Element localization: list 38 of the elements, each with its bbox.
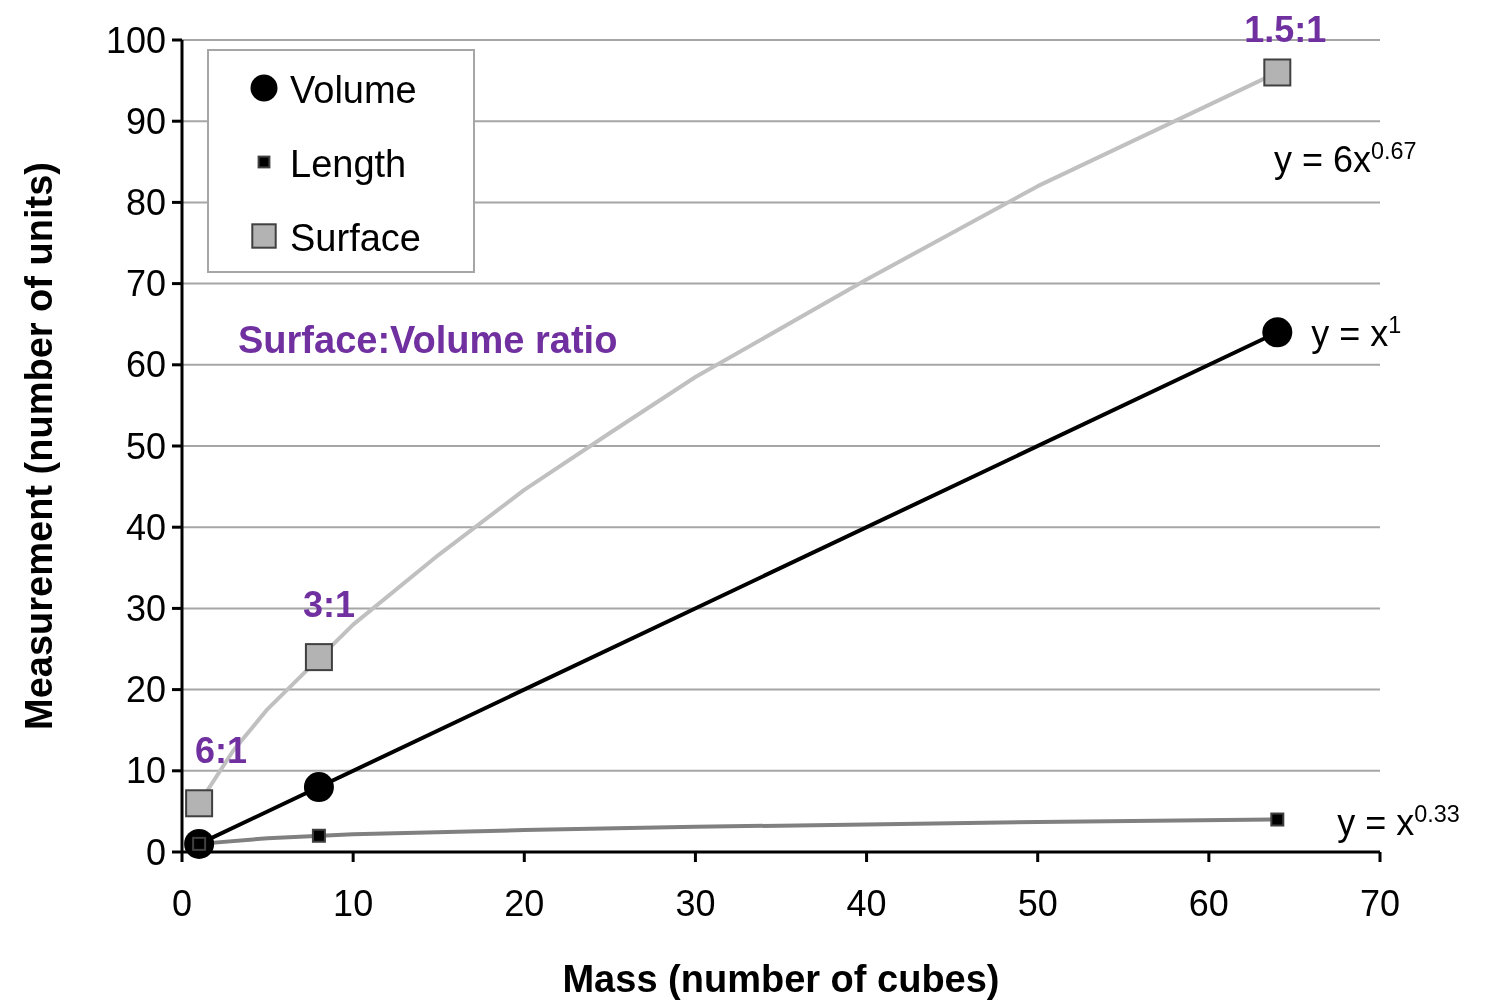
- y-tick-label: 0: [145, 831, 166, 873]
- y-tick-label: 80: [125, 182, 166, 223]
- legend-label: Volume: [290, 69, 417, 112]
- y-tick-label: 60: [125, 344, 166, 386]
- point: [185, 789, 214, 818]
- x-tick-label: 60: [1188, 883, 1229, 924]
- y-tick-label: 40: [125, 506, 166, 548]
- y-tick-label: 100: [105, 19, 166, 61]
- point: [1270, 812, 1285, 827]
- point: [1262, 317, 1293, 348]
- y-axis-title: Measurement (number of units): [18, 162, 60, 730]
- annotation: 6:1: [195, 730, 248, 772]
- y-tick-label: 30: [125, 588, 166, 629]
- annotation: y = x$^{1}$: [1311, 312, 1402, 355]
- x-tick-label: 50: [1017, 883, 1058, 924]
- x-tick-label: 20: [504, 883, 545, 924]
- annotation: 1.5:1: [1244, 9, 1327, 51]
- point: [304, 643, 333, 672]
- y-tick-label: 50: [125, 425, 166, 467]
- annotation: 3:1: [302, 584, 355, 626]
- x-tick-label: 70: [1359, 883, 1401, 924]
- point: [303, 772, 334, 803]
- y-tick-label: 90: [125, 100, 166, 142]
- y-tick-label: 70: [125, 263, 166, 305]
- y-tick-label: 20: [125, 669, 166, 711]
- x-tick-label: 10: [333, 883, 374, 924]
- x-axis-title: Mass (number of cubes): [562, 958, 1000, 1000]
- annotation: y = 6x$^{0.67}$: [1274, 138, 1417, 181]
- annotation: y = x$^{0.33}$: [1337, 800, 1460, 843]
- point: [1263, 58, 1292, 87]
- x-tick-label: 30: [675, 883, 716, 924]
- point: [311, 828, 326, 843]
- y-tick-label: 10: [125, 750, 166, 792]
- legend-label: Length: [290, 143, 407, 186]
- legend-label: Surface: [290, 217, 421, 260]
- x-tick-label: 40: [846, 883, 887, 924]
- annotation: Surface:Volume ratio: [238, 319, 618, 361]
- x-tick-label: 0: [171, 883, 193, 924]
